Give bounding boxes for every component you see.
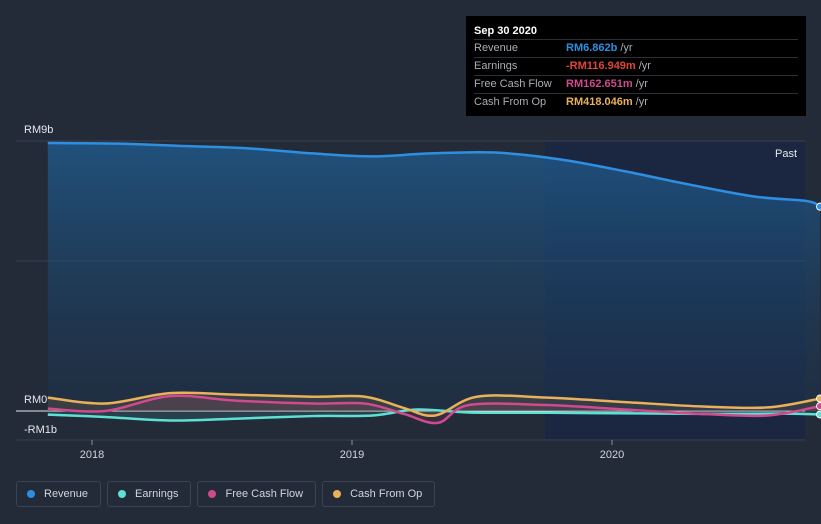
legend-item-revenue[interactable]: Revenue	[16, 481, 102, 507]
legend-item-free-cash-flow[interactable]: Free Cash Flow	[197, 481, 317, 507]
legend-dot-icon	[208, 490, 217, 498]
free-cash-flow-area-fill	[47, 395, 821, 424]
tooltip-value: -RM116.949m	[566, 60, 636, 72]
tooltip-label: Revenue	[474, 42, 519, 54]
tooltip-row-earnings: Earnings -RM116.949m /yr	[474, 57, 798, 75]
revenue-line	[47, 141, 821, 208]
tooltip-unit: /yr	[620, 42, 633, 54]
legend-label: Revenue	[44, 488, 89, 500]
revenue-end-point	[816, 202, 821, 211]
tooltip-unit: /yr	[638, 60, 651, 72]
tooltip-label: Free Cash Flow	[474, 78, 552, 90]
legend-label: Free Cash Flow	[225, 488, 304, 500]
tooltip-date: Sep 30 2020	[474, 25, 537, 37]
tooltip-unit: /yr	[635, 78, 648, 90]
legend-label: Cash From Op	[350, 488, 423, 500]
tooltip-row-revenue: Revenue RM6.862b /yr	[474, 39, 798, 57]
legend-label: Earnings	[135, 488, 179, 500]
past-label: Past	[775, 148, 797, 160]
legend-item-cash-from-op[interactable]: Cash From Op	[322, 481, 436, 507]
cash-from-op-end-point	[816, 394, 821, 403]
tooltip-value: RM162.651m	[566, 78, 633, 90]
legend-item-earnings[interactable]: Earnings	[107, 481, 192, 507]
tooltip-value: RM6.862b	[566, 42, 618, 54]
cash-from-op-line	[47, 391, 821, 418]
y-tick-label: RM9b	[24, 124, 53, 136]
legend-dot-icon	[27, 490, 35, 498]
tooltip-row-cash-from-op: Cash From Op RM418.046m /yr	[474, 93, 798, 111]
x-tick-label: 2018	[80, 449, 104, 461]
legend: Revenue Earnings Free Cash Flow Cash Fro…	[16, 481, 436, 507]
x-tick-label: 2020	[600, 449, 624, 461]
tooltip-label: Cash From Op	[474, 96, 547, 108]
tooltip-value: RM418.046m	[566, 96, 633, 108]
y-tick-label: -RM1b	[24, 424, 57, 436]
free-cash-flow-end-point	[816, 402, 821, 411]
tooltip-row-free-cash-flow: Free Cash Flow RM162.651m /yr	[474, 75, 798, 93]
tooltip-label: Earnings	[474, 60, 518, 72]
earnings-end-point	[816, 410, 821, 419]
axis-labels: RM9b RM0 -RM1b 2018 2019 2020 Past	[24, 124, 797, 461]
revenue-area-fill	[47, 143, 821, 411]
y-tick-label: RM0	[24, 394, 47, 406]
tooltip-unit: /yr	[635, 96, 648, 108]
x-tick-label: 2019	[340, 449, 364, 461]
free-cash-flow-line	[47, 394, 821, 425]
legend-dot-icon	[333, 490, 342, 498]
legend-dot-icon	[118, 490, 127, 498]
series-lines	[47, 141, 821, 425]
tooltip: Sep 30 2020 Revenue RM6.862b /yr Earning…	[466, 16, 806, 116]
